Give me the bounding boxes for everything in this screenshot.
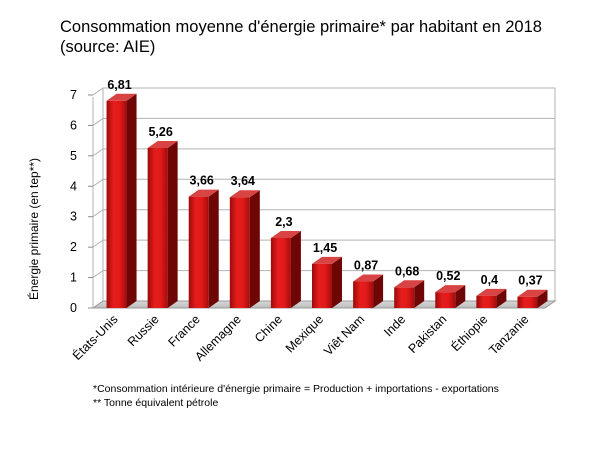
bar-top <box>353 274 384 282</box>
chart-title-line-1: Consommation moyenne d'énergie primaire*… <box>60 18 542 36</box>
y-tick-label: 7 <box>70 88 77 102</box>
footnote-2: ** Tonne équivalent pétrole <box>93 397 218 409</box>
x-tick-label: Tanzanie <box>486 312 531 357</box>
bar-top <box>106 93 137 101</box>
x-tick-label: France <box>165 312 202 349</box>
y-tick-label: 4 <box>70 179 77 193</box>
y-tick-label: 1 <box>70 271 77 285</box>
bar-side <box>208 189 219 308</box>
x-tick-label: Mexique <box>283 312 326 355</box>
bar <box>312 256 342 308</box>
bar-value-label: 0,52 <box>436 269 460 283</box>
gridline <box>92 239 555 248</box>
gridline <box>92 148 555 157</box>
bar-top <box>270 231 301 239</box>
x-tick-label: Pakistan <box>406 312 450 356</box>
bar-top <box>188 189 219 197</box>
y-axis: 0 1 2 3 4 5 6 7 <box>70 88 93 315</box>
bar <box>106 93 137 308</box>
y-tick-label: 3 <box>70 210 77 224</box>
gridline <box>92 117 555 126</box>
bar-value-label: 3,64 <box>231 174 255 188</box>
bar <box>435 285 466 308</box>
bar-value-label: 6,81 <box>107 78 131 92</box>
x-tick-label: Chine <box>252 312 285 345</box>
y-tick-label: 2 <box>70 240 77 254</box>
bar-value-label: 5,26 <box>148 125 172 139</box>
bar-top <box>517 289 548 297</box>
gridline <box>92 87 555 96</box>
bar-side <box>332 256 342 308</box>
bar-top <box>147 140 178 148</box>
bar-top <box>229 190 260 198</box>
y-tick-label: 6 <box>70 118 77 132</box>
footnotes: *Consommation intérieure d'énergie prima… <box>93 383 499 409</box>
x-tick-label: Russie <box>125 312 162 349</box>
bar-front <box>106 100 127 308</box>
bar-value-label: 0,4 <box>481 273 498 287</box>
bar-side <box>496 288 507 308</box>
bar-front <box>270 238 291 308</box>
bar-side <box>414 280 425 308</box>
bars <box>106 93 548 308</box>
x-tick-label: Éthiopie <box>448 311 491 354</box>
bar-value-label: 3,66 <box>190 174 214 188</box>
footnote-1: *Consommation intérieure d'énergie prima… <box>93 383 499 395</box>
x-tick-label: Inde <box>381 312 408 339</box>
bar-front <box>435 292 456 308</box>
bar-top <box>435 285 466 293</box>
bar-value-label: 0,37 <box>518 274 542 288</box>
bar-value-label: 1,45 <box>313 241 337 255</box>
bar-value-label: 0,87 <box>354 259 378 273</box>
bar-side <box>290 231 301 308</box>
bar-side <box>455 285 466 308</box>
y-tick-label: 5 <box>70 149 77 163</box>
bar <box>270 231 301 308</box>
bar-value-label: 2,3 <box>275 215 292 229</box>
bar-front <box>353 281 374 308</box>
bar <box>353 274 384 308</box>
x-tick-label: États-Unis <box>69 312 120 363</box>
y-axis-title: Énergie primaire (en tep**) <box>26 158 41 300</box>
bar-front <box>312 263 332 308</box>
bar-front <box>476 295 497 308</box>
bar-front <box>394 287 415 308</box>
bar-front <box>188 196 209 308</box>
bar-front <box>229 197 250 308</box>
chart-title: Consommation moyenne d'énergie primaire*… <box>60 18 542 56</box>
bar-front <box>147 147 168 308</box>
y-tick-label: 0 <box>70 301 77 315</box>
value-labels: 6,81 5,26 3,66 3,64 2,3 1,45 0,87 0,68 0,52 0,4 0,… <box>107 78 542 288</box>
gridline <box>92 209 555 218</box>
bar <box>147 140 178 308</box>
bar-side <box>249 190 260 308</box>
gridline <box>92 178 555 187</box>
gridlines <box>92 87 555 278</box>
bar <box>476 288 507 308</box>
bar-value-label: 0,68 <box>395 264 419 278</box>
bar <box>188 189 219 308</box>
bar <box>229 190 260 308</box>
chart-title-line-2: (source: AIE) <box>60 38 155 56</box>
bar-top <box>476 288 507 296</box>
bar-side <box>167 140 178 308</box>
bar-top <box>312 256 342 264</box>
bar-side <box>537 289 548 308</box>
bar <box>394 280 425 308</box>
x-tick-label: Viêt Nam <box>321 312 367 358</box>
bar <box>517 289 548 308</box>
gridline <box>92 270 555 278</box>
bar-front <box>517 296 538 308</box>
bar-side <box>373 274 384 308</box>
bar-top <box>394 280 425 288</box>
bar-side <box>126 93 137 308</box>
